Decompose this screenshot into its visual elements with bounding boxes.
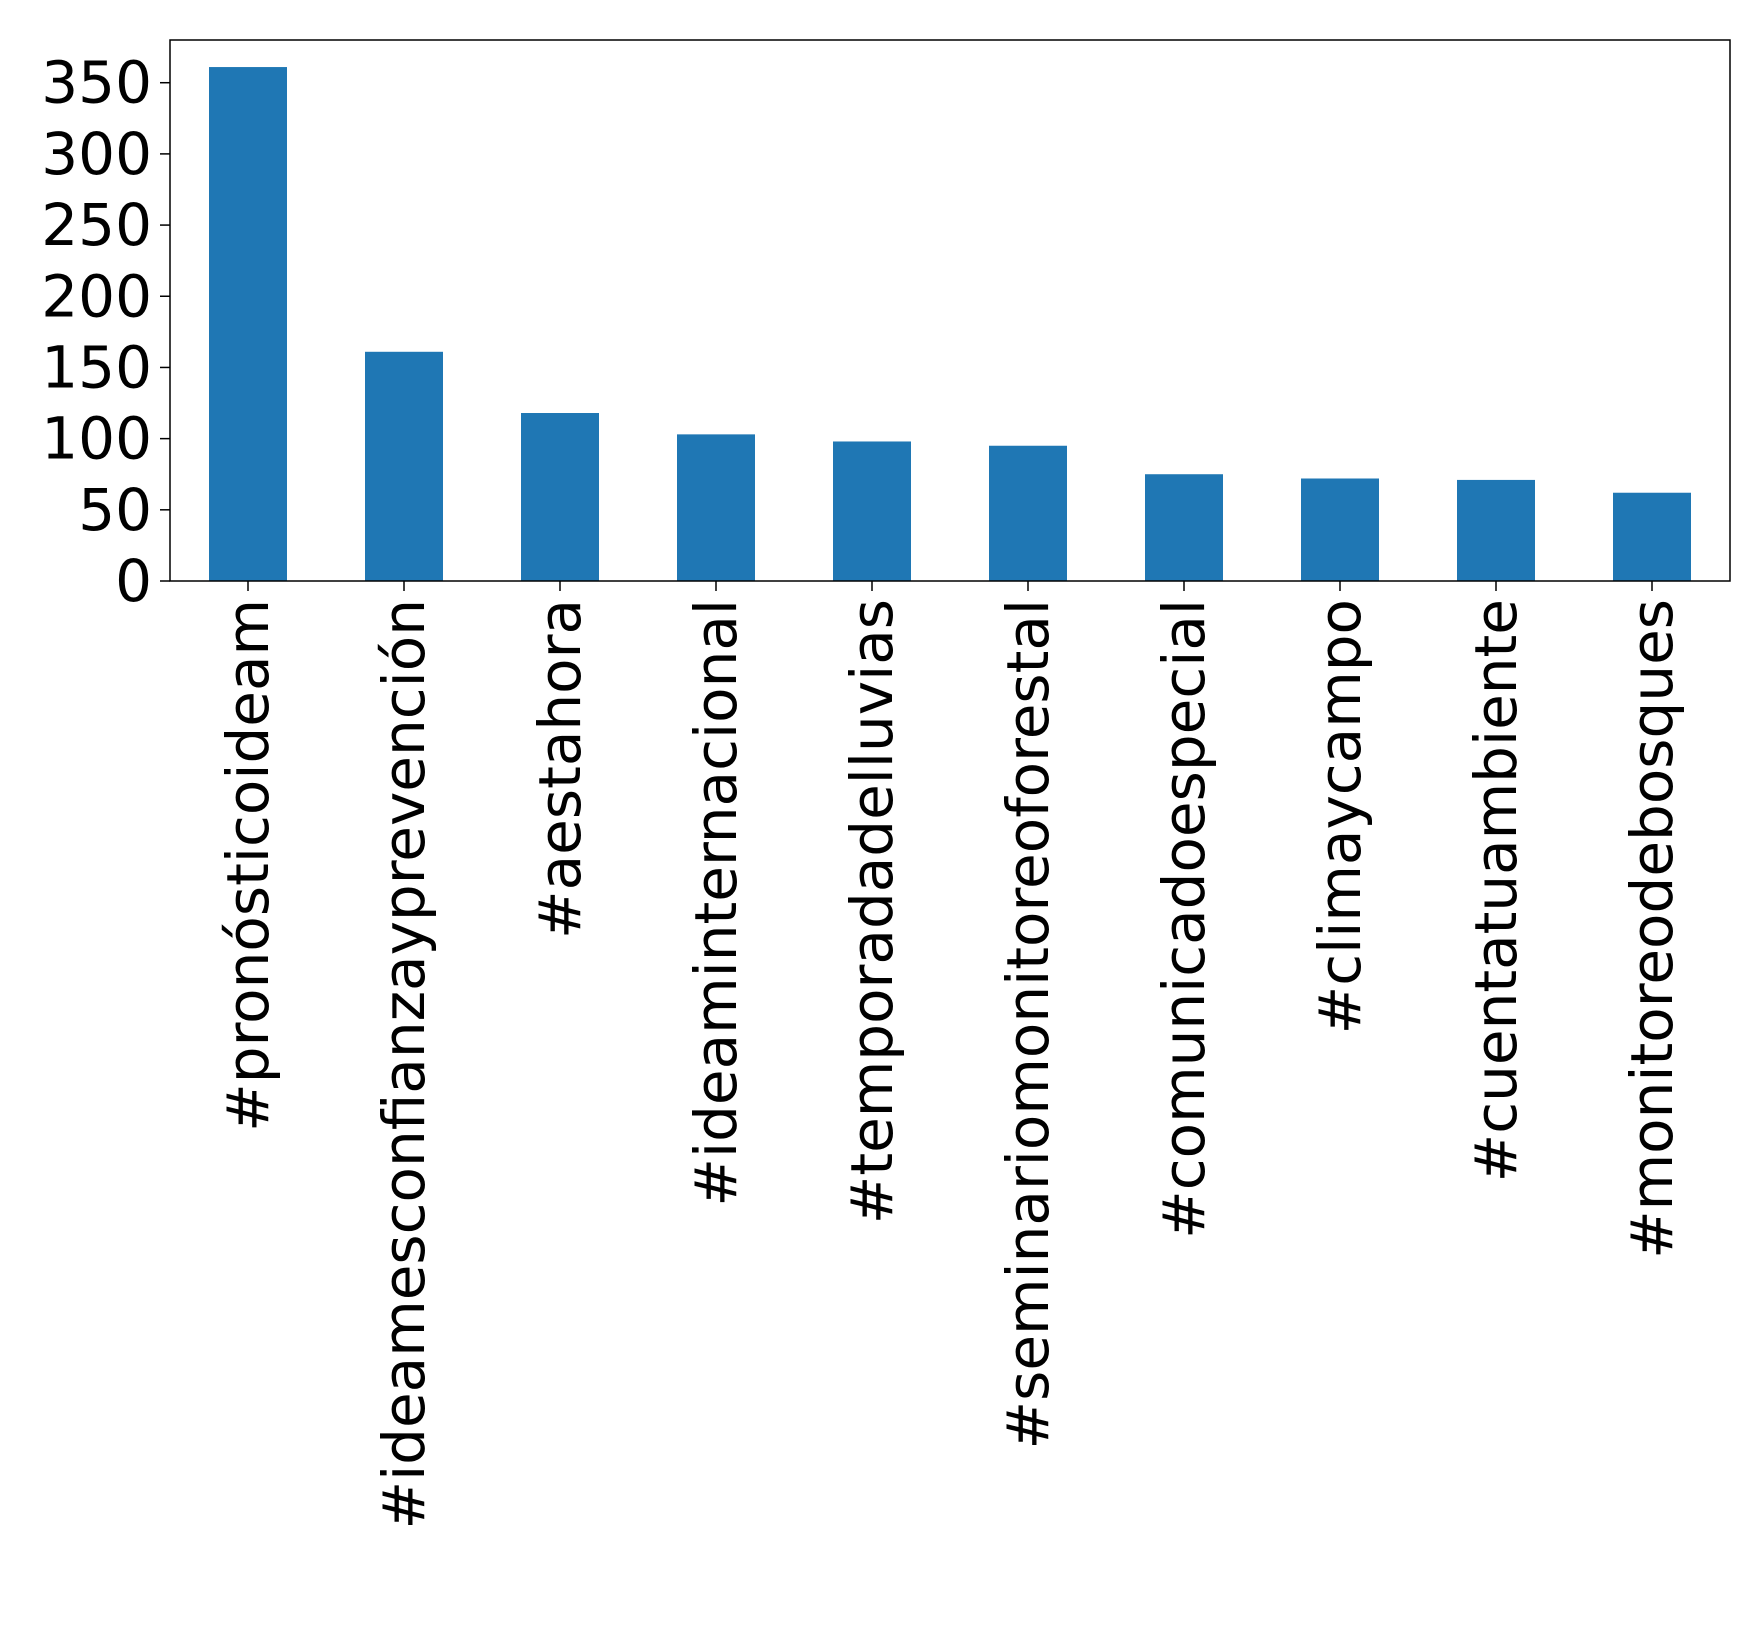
x-axis: #pronósticoideam #ideamesconfianzaypreven… — [214, 581, 1686, 1530]
y-tick-label: 50 — [78, 476, 152, 544]
x-tick-label: #seminariomonitoreoforestal — [994, 599, 1062, 1449]
bar-9 — [1457, 479, 1535, 581]
x-tick-label: #climaycampo — [1306, 599, 1374, 1034]
x-tick-label: #aestahora — [526, 599, 594, 939]
bar-6 — [989, 445, 1067, 581]
bar-10 — [1613, 492, 1691, 581]
bar-4 — [677, 434, 755, 581]
x-tick-label: #ideamesconfianzayprevención — [370, 599, 438, 1530]
x-tick-label: #temporadadelluvias — [838, 599, 906, 1224]
y-tick-label: 350 — [41, 49, 152, 117]
bar-3 — [521, 413, 599, 581]
x-tick-label: #pronósticoideam — [214, 599, 282, 1132]
x-tick-label: #monitoreodebosques — [1618, 599, 1686, 1259]
x-tick-label: #comunicadoespecial — [1150, 599, 1218, 1239]
bar-2 — [365, 351, 443, 581]
y-tick-label: 250 — [41, 191, 152, 259]
plot-frame — [169, 39, 1731, 582]
x-tick-label: #ideaminternacional — [682, 599, 750, 1207]
bar-7 — [1145, 474, 1223, 581]
y-tick-label: 100 — [41, 405, 152, 473]
bar-1 — [209, 67, 287, 582]
bar-5 — [833, 441, 911, 581]
y-tick-label: 300 — [41, 120, 152, 188]
y-tick-label: 150 — [41, 333, 152, 401]
y-tick-label: 200 — [41, 262, 152, 330]
bars-group — [209, 67, 1691, 582]
y-tick-label: 0 — [115, 547, 152, 615]
bar-8 — [1301, 478, 1379, 581]
x-tick-label: #cuentatuambiente — [1462, 599, 1530, 1182]
